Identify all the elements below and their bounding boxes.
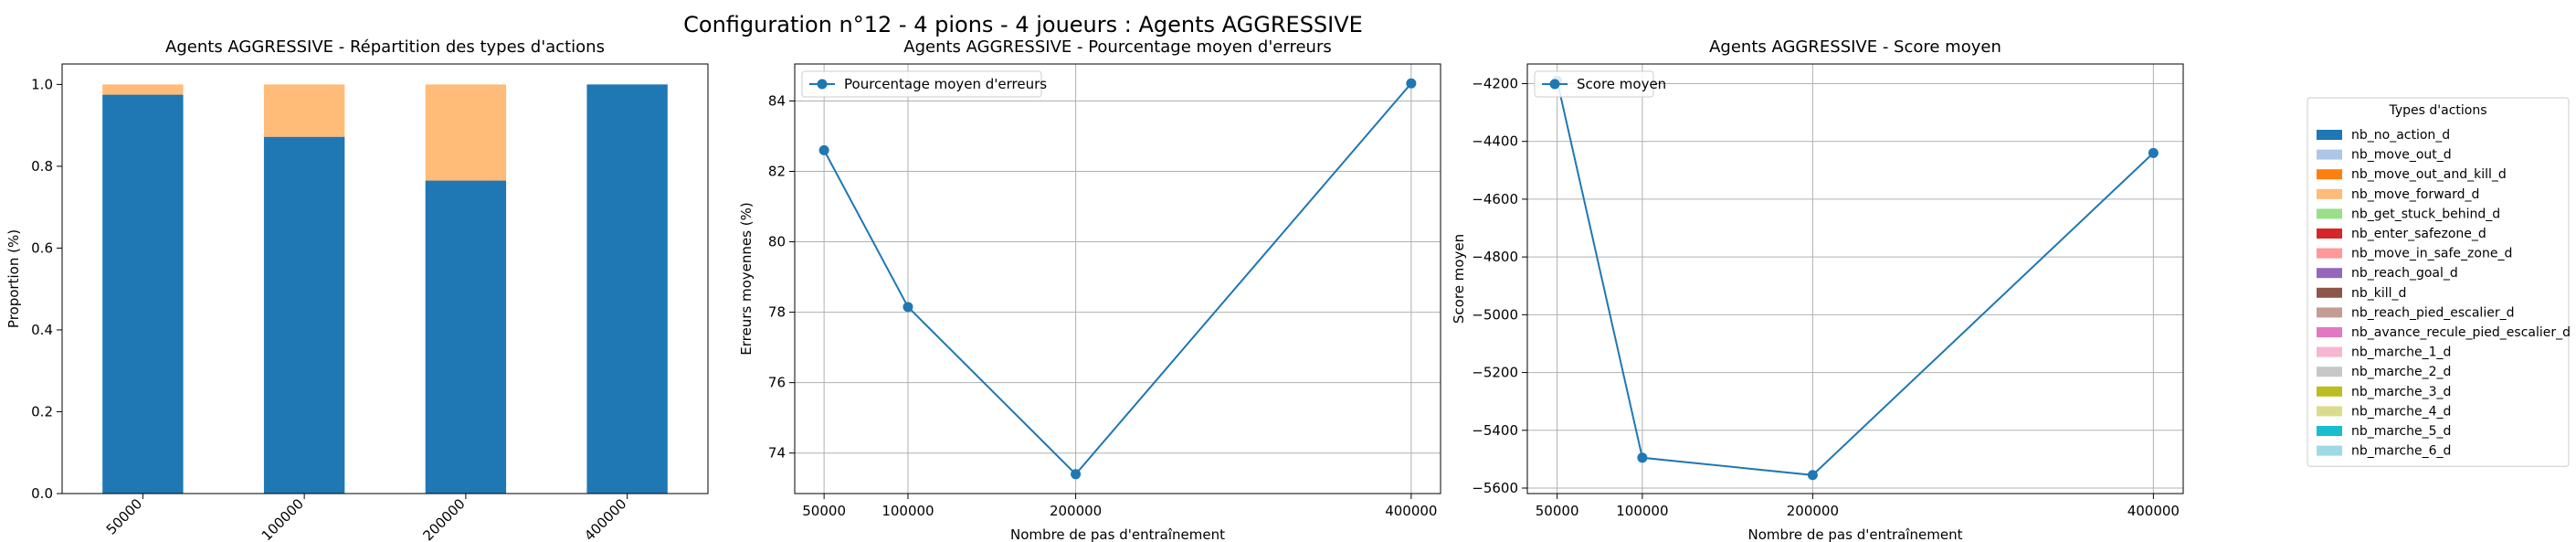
y-tick-label: 78 <box>768 304 786 321</box>
data-point-100000 <box>903 302 913 312</box>
y-axis-label: Score moyen <box>1451 234 1467 324</box>
chart-title: Agents AGGRESSIVE - Répartition des type… <box>165 37 605 57</box>
bar-nb_no_action_d-50000 <box>102 95 183 494</box>
y-tick-label: −4600 <box>1472 191 1518 207</box>
data-point-50000 <box>819 145 829 155</box>
x-tick-label: 400000 <box>1385 503 1437 519</box>
series-legend: Pourcentage moyen d'erreurs <box>802 71 1047 97</box>
y-axis-label: Erreurs moyennes (%) <box>738 202 755 355</box>
x-tick-label: 400000 <box>2127 503 2180 519</box>
x-tick-label: 200000 <box>1787 503 1839 519</box>
y-tick-label: 0.4 <box>31 322 53 338</box>
y-tick-label: 76 <box>768 375 786 391</box>
y-tick-label: 0.6 <box>31 239 53 256</box>
legend-swatch-nb_move_in_safe_zone_d <box>2317 249 2342 259</box>
y-tick-label: 0.2 <box>31 403 53 420</box>
legend-label-nb_marche_1_d: nb_marche_1_d <box>2351 345 2451 360</box>
y-tick-label: 0.8 <box>31 158 53 175</box>
legend-swatch-nb_no_action_d <box>2317 130 2342 140</box>
x-tick-label: 50000 <box>1536 503 1579 519</box>
legend-label-nb_move_out_and_kill_d: nb_move_out_and_kill_d <box>2351 167 2507 182</box>
bar-nb_move_forward_d-50000 <box>102 84 183 94</box>
legend-label-nb_get_stuck_behind_d: nb_get_stuck_behind_d <box>2351 207 2500 221</box>
y-tick-label: 74 <box>768 445 786 462</box>
legend-swatch-nb_marche_1_d <box>2317 347 2342 357</box>
series-legend-marker <box>1550 80 1560 90</box>
legend-label-nb_reach_goal_d: nb_reach_goal_d <box>2351 266 2458 281</box>
y-tick-label: −5000 <box>1472 306 1518 323</box>
legend-label-nb_kill_d: nb_kill_d <box>2351 286 2406 301</box>
data-point-200000 <box>1071 469 1081 479</box>
x-axis-label: Nombre de pas d'entraînement <box>1748 526 1963 542</box>
data-point-400000 <box>1406 79 1416 89</box>
legend-swatch-nb_reach_goal_d <box>2317 268 2342 278</box>
y-tick-label: −4200 <box>1472 75 1518 91</box>
legend-label-nb_reach_pied_escalier_d: nb_reach_pied_escalier_d <box>2351 305 2514 320</box>
figure-title: Configuration n°12 - 4 pions - 4 joueurs… <box>683 12 1363 37</box>
legend-label-nb_avance_recule_pied_escalier_d: nb_avance_recule_pied_escalier_d <box>2351 325 2571 340</box>
legend-label-nb_marche_6_d: nb_marche_6_d <box>2351 444 2451 459</box>
y-tick-label: −5400 <box>1472 422 1518 439</box>
legend-swatch-nb_marche_3_d <box>2317 387 2342 397</box>
x-axis-label: Nombre de pas d'entraînement <box>1010 526 1225 542</box>
x-tick-label: 50000 <box>802 503 846 519</box>
data-point-200000 <box>1808 470 1818 480</box>
actions-legend: Types d'actions nb_no_action_d nb_move_out… <box>2307 98 2571 466</box>
y-tick-label: 84 <box>768 92 786 109</box>
legend-swatch-nb_marche_6_d <box>2317 446 2342 456</box>
data-point-400000 <box>2148 148 2159 158</box>
legend-swatch-nb_get_stuck_behind_d <box>2317 208 2342 218</box>
x-tick-label: 100000 <box>882 503 934 519</box>
legend-label-nb_marche_2_d: nb_marche_2_d <box>2351 365 2451 379</box>
legend-label-nb_move_out_d: nb_move_out_d <box>2351 148 2452 163</box>
bar-nb_move_forward_d-200000 <box>426 84 506 180</box>
legend-label-nb_marche_3_d: nb_marche_3_d <box>2351 385 2451 399</box>
legend-swatch-nb_marche_4_d <box>2317 406 2342 416</box>
data-point-100000 <box>1637 452 1647 462</box>
legend-swatch-nb_kill_d <box>2317 288 2342 298</box>
legend-swatch-nb_marche_2_d <box>2317 367 2342 377</box>
series-legend-label: Score moyen <box>1577 76 1666 92</box>
legend-label-nb_marche_5_d: nb_marche_5_d <box>2351 424 2451 439</box>
legend-label-nb_no_action_d: nb_no_action_d <box>2351 128 2450 143</box>
y-tick-label: −4800 <box>1472 249 1518 265</box>
chart-title: Agents AGGRESSIVE - Score moyen <box>1709 37 2001 57</box>
bar-nb_no_action_d-400000 <box>586 84 667 494</box>
y-tick-label: −5200 <box>1472 365 1518 381</box>
legend-label-nb_move_in_safe_zone_d: nb_move_in_safe_zone_d <box>2351 247 2512 261</box>
y-tick-label: 0.0 <box>31 485 53 502</box>
series-legend-marker <box>818 80 828 90</box>
y-axis-label: Proportion (%) <box>5 229 22 328</box>
legend-swatch-nb_enter_safezone_d <box>2317 228 2342 239</box>
series-legend-label: Pourcentage moyen d'erreurs <box>844 76 1047 92</box>
y-tick-label: 80 <box>768 234 786 250</box>
bar-nb_no_action_d-200000 <box>426 181 506 494</box>
legend-swatch-nb_marche_5_d <box>2317 426 2342 436</box>
y-tick-label: −5600 <box>1472 480 1518 496</box>
legend-swatch-nb_reach_pied_escalier_d <box>2317 307 2342 317</box>
bar-nb_no_action_d-100000 <box>264 137 344 494</box>
legend-swatch-nb_move_forward_d <box>2317 189 2342 199</box>
legend-label-nb_enter_safezone_d: nb_enter_safezone_d <box>2351 227 2486 241</box>
chart-title: Agents AGGRESSIVE - Pourcentage moyen d'… <box>903 37 1331 57</box>
x-tick-label: 200000 <box>1050 503 1102 519</box>
legend-label-nb_marche_4_d: nb_marche_4_d <box>2351 404 2451 419</box>
y-tick-label: −4400 <box>1472 133 1518 150</box>
y-tick-label: 1.0 <box>31 76 53 92</box>
series-legend: Score moyen <box>1535 71 1666 97</box>
y-tick-label: 82 <box>768 164 786 180</box>
legend-swatch-nb_avance_recule_pied_escalier_d <box>2317 327 2342 337</box>
legend-title: Types d'actions <box>2388 103 2486 118</box>
legend-swatch-nb_move_out_d <box>2317 150 2342 160</box>
x-tick-label: 100000 <box>1616 503 1668 519</box>
legend-swatch-nb_move_out_and_kill_d <box>2317 169 2342 179</box>
legend-label-nb_move_forward_d: nb_move_forward_d <box>2351 187 2479 202</box>
bar-nb_move_forward_d-100000 <box>264 84 344 136</box>
